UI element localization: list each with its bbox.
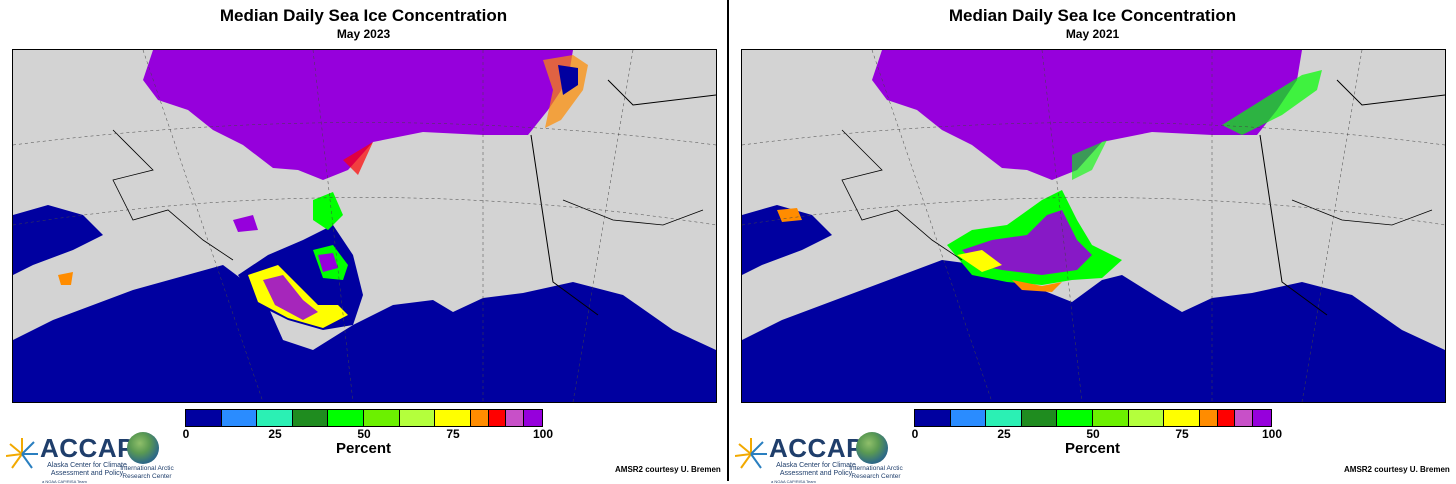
accap-tagline: Alaska Center for Climate Assessment and…: [776, 462, 856, 477]
accap-affiliation: a NOAA CAP/RISA Team: [771, 479, 816, 484]
map-panel-2023: Median Daily Sea Ice Concentration May 2…: [0, 0, 727, 484]
colorbar-label-row: Percent: [729, 440, 1456, 458]
colorbar-tick: 75: [446, 427, 460, 441]
chart-title: Median Daily Sea Ice Concentration: [948, 6, 1237, 25]
colorbar-segment: [1217, 410, 1236, 426]
sunburst-icon: [735, 438, 767, 469]
colorbar-segment: [524, 410, 542, 426]
map-panel-2021: Median Daily Sea Ice Concentration May 2…: [729, 0, 1456, 484]
chart-subtitle: May 2021: [1065, 27, 1120, 41]
colorbar-segment: [1253, 410, 1271, 426]
iarc-name: International Arctic Research Center: [120, 465, 174, 480]
colorbar: [185, 409, 543, 427]
colorbar-segment: [328, 410, 364, 426]
colorbar-segment: [186, 410, 222, 426]
iarc-name: International Arctic Research Center: [849, 465, 903, 480]
colorbar-label: Percent: [1064, 440, 1121, 457]
data-credit: AMSR2 courtesy U. Bremen: [615, 465, 721, 474]
sunburst-icon: [6, 438, 38, 469]
colorbar-segment: [470, 410, 489, 426]
sea-ice-map: [12, 49, 717, 403]
colorbar-segment: [488, 410, 507, 426]
globe-icon: [127, 432, 159, 464]
colorbar-tick: 0: [182, 427, 190, 441]
colorbar-segment: [1199, 410, 1218, 426]
globe-icon: [856, 432, 888, 464]
colorbar-segment: [915, 410, 951, 426]
colorbar-tick: 100: [532, 427, 554, 441]
colorbar-segment: [1057, 410, 1093, 426]
iarc-logo: International Arctic Research Center: [113, 432, 181, 480]
colorbar-segment: [1021, 410, 1058, 426]
colorbar-tick: 75: [1175, 427, 1189, 441]
colorbar-segment: [221, 410, 258, 426]
colorbar-segment: [1092, 410, 1129, 426]
accap-logo: ACCAP Alaska Center for Climate Assessme…: [6, 432, 206, 484]
colorbar-tick: 25: [997, 427, 1011, 441]
chart-subtitle: May 2023: [336, 27, 391, 41]
colorbar-segment: [1128, 410, 1165, 426]
colorbar-segment: [399, 410, 436, 426]
colorbar-tick: 25: [268, 427, 282, 441]
colorbar-segment: [986, 410, 1022, 426]
colorbar-segment: [1235, 410, 1254, 426]
accap-name: ACCAP: [769, 433, 864, 463]
data-credit: AMSR2 courtesy U. Bremen: [1344, 465, 1450, 474]
colorbar-tick: 100: [1261, 427, 1283, 441]
colorbar-segment: [363, 410, 400, 426]
chart-title: Median Daily Sea Ice Concentration: [219, 6, 508, 25]
panel-divider: [727, 0, 729, 481]
colorbar-segment: [506, 410, 525, 426]
colorbar-label-row: Percent: [0, 440, 727, 458]
accap-tagline: Alaska Center for Climate Assessment and…: [47, 462, 127, 477]
iarc-logo: International Arctic Research Center: [842, 432, 910, 480]
colorbar-tick: 0: [911, 427, 919, 441]
colorbar-segment: [950, 410, 987, 426]
colorbar-segment: [1164, 410, 1200, 426]
colorbar-label: Percent: [335, 440, 392, 457]
colorbar: [914, 409, 1272, 427]
sea-ice-map: [741, 49, 1446, 403]
colorbar-segment: [257, 410, 293, 426]
colorbar-segment: [292, 410, 329, 426]
colorbar-tick: 50: [1086, 427, 1100, 441]
colorbar-segment: [435, 410, 471, 426]
colorbar-tick: 50: [357, 427, 371, 441]
accap-name: ACCAP: [40, 433, 135, 463]
accap-affiliation: a NOAA CAP/RISA Team: [42, 479, 87, 484]
